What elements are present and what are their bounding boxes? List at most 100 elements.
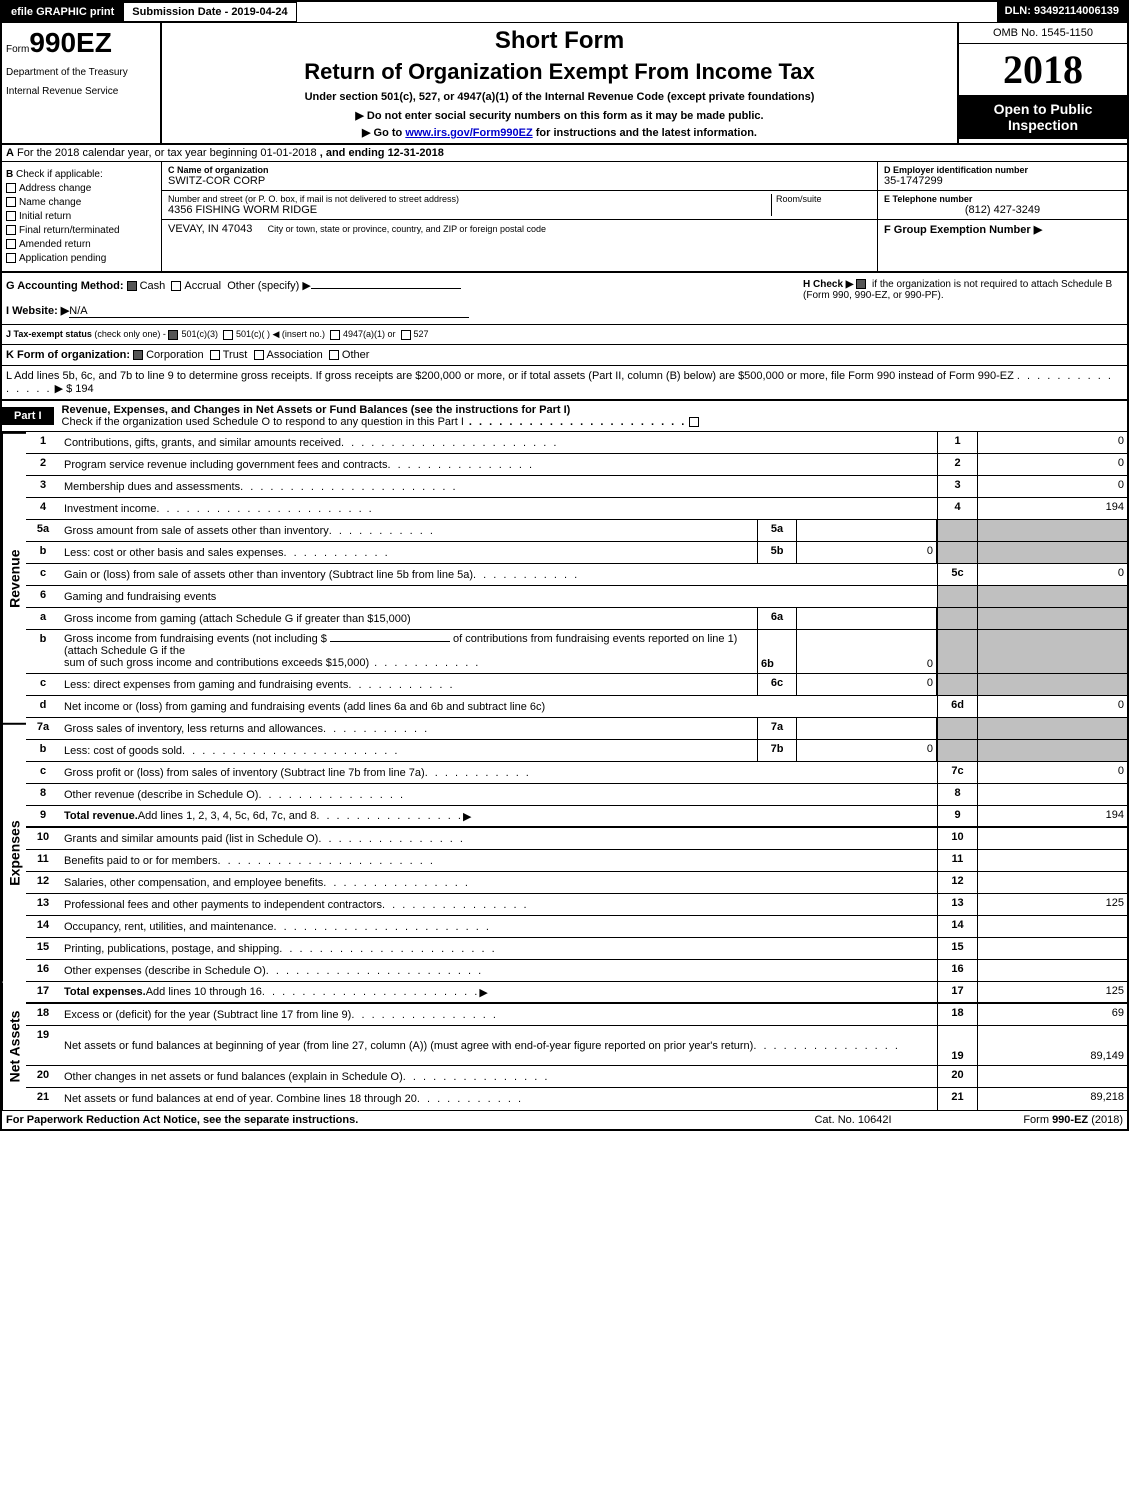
line-11: 11 Benefits paid to or for members 11 — [26, 850, 1127, 872]
line-6d: d Net income or (loss) from gaming and f… — [26, 696, 1127, 718]
footer-right: Form 990-EZ (2018) — [943, 1114, 1123, 1126]
corp-checkbox[interactable] — [133, 350, 143, 360]
application-pending-label: Application pending — [19, 253, 106, 264]
trust-label: Trust — [223, 349, 248, 361]
address-change-label: Address change — [19, 183, 91, 194]
part1-title: Revenue, Expenses, and Changes in Net As… — [54, 401, 1127, 431]
insert-label: ◀ (insert no.) — [273, 329, 325, 339]
form-number: 990EZ — [29, 27, 112, 58]
line-10: 10 Grants and similar amounts paid (list… — [26, 828, 1127, 850]
section-k: K Form of organization: Corporation Trus… — [2, 345, 1127, 366]
accrual-checkbox[interactable] — [171, 281, 181, 291]
501c3-checkbox[interactable] — [168, 330, 178, 340]
line-9: 9 Total revenue. Add lines 1, 2, 3, 4, 5… — [26, 806, 1127, 828]
section-g-label: G Accounting Method: — [6, 280, 124, 292]
corp-label: Corporation — [146, 349, 203, 361]
tax-year: 2018 — [959, 44, 1127, 95]
section-d-label: D Employer identification number — [884, 165, 1028, 175]
section-a: A For the 2018 calendar year, or tax yea… — [2, 145, 1127, 162]
section-b: B Check if applicable: Address change Na… — [2, 162, 162, 271]
website: N/A — [69, 305, 87, 317]
revenue-side-label: Revenue — [2, 432, 26, 723]
part1-header: Part I Revenue, Expenses, and Changes in… — [2, 401, 1127, 432]
dept-label: Department of the Treasury — [6, 67, 156, 78]
footer-center: Cat. No. 10642I — [763, 1114, 943, 1126]
header-row: Form990EZ Department of the Treasury Int… — [2, 23, 1127, 145]
line-6: 6 Gaming and fundraising events — [26, 586, 1127, 608]
initial-return-checkbox[interactable] — [6, 211, 16, 221]
cash-label: Cash — [140, 280, 166, 292]
other-org-checkbox[interactable] — [329, 350, 339, 360]
line-5c: c Gain or (loss) from sale of assets oth… — [26, 564, 1127, 586]
line-17: 17 Total expenses. Add lines 10 through … — [26, 982, 1127, 1004]
line-6a: a Gross income from gaming (attach Sched… — [26, 608, 1127, 630]
submission-date: Submission Date - 2019-04-24 — [123, 2, 296, 22]
line-14: 14 Occupancy, rent, utilities, and maint… — [26, 916, 1127, 938]
part1-check-text: Check if the organization used Schedule … — [62, 416, 464, 428]
line-6c: c Less: direct expenses from gaming and … — [26, 674, 1127, 696]
top-bar: efile GRAPHIC print Submission Date - 20… — [2, 2, 1127, 23]
section-h: H Check ▶ if the organization is not req… — [803, 279, 1123, 318]
section-f-arrow: ▶ — [1034, 224, 1042, 236]
line-12: 12 Salaries, other compensation, and emp… — [26, 872, 1127, 894]
footer: For Paperwork Reduction Act Notice, see … — [2, 1110, 1127, 1129]
final-return-label: Final return/terminated — [19, 225, 120, 236]
do-not-enter: ▶ Do not enter social security numbers o… — [172, 109, 947, 122]
info-grid: B Check if applicable: Address change Na… — [2, 162, 1127, 273]
other-org-label: Other — [342, 349, 370, 361]
section-h-label: H Check ▶ — [803, 279, 853, 290]
527-label: 527 — [414, 329, 429, 339]
info-right: D Employer identification number 35-1747… — [877, 162, 1127, 271]
final-return-checkbox[interactable] — [6, 225, 16, 235]
4947-label: 4947(a)(1) or — [343, 329, 396, 339]
phone: (812) 427-3249 — [884, 204, 1121, 216]
assoc-checkbox[interactable] — [254, 350, 264, 360]
line-16: 16 Other expenses (describe in Schedule … — [26, 960, 1127, 982]
irs-label: Internal Revenue Service — [6, 86, 156, 97]
line-5b: b Less: cost or other basis and sales ex… — [26, 542, 1127, 564]
address-change-checkbox[interactable] — [6, 183, 16, 193]
part1-checkbox[interactable] — [689, 417, 699, 427]
city: VEVAY, IN 47043 — [168, 223, 252, 235]
cash-checkbox[interactable] — [127, 281, 137, 291]
section-f-label: F Group Exemption Number — [884, 224, 1031, 236]
4947-checkbox[interactable] — [330, 330, 340, 340]
section-b-label: Check if applicable: — [16, 169, 103, 180]
section-h-checkbox[interactable] — [856, 279, 866, 289]
amended-return-label: Amended return — [19, 239, 91, 250]
name-change-label: Name change — [19, 197, 81, 208]
501c-checkbox[interactable] — [223, 330, 233, 340]
row-g-i: G Accounting Method: Cash Accrual Other … — [2, 273, 1127, 325]
section-l-arrow: ▶ $ 194 — [55, 383, 94, 395]
go-to-text: ▶ Go to www.irs.gov/Form990EZ for instru… — [172, 126, 947, 139]
section-k-label: K Form of organization: — [6, 349, 130, 361]
org-name: SWITZ-COR CORP — [168, 175, 871, 187]
irs-link[interactable]: www.irs.gov/Form990EZ — [405, 127, 532, 139]
line-2: 2 Program service revenue including gove… — [26, 454, 1127, 476]
application-pending-checkbox[interactable] — [6, 253, 16, 263]
table-body: 1 Contributions, gifts, grants, and simi… — [26, 432, 1127, 1110]
line-8: 8 Other revenue (describe in Schedule O)… — [26, 784, 1127, 806]
501c3-label: 501(c)(3) — [181, 329, 218, 339]
line-4: 4 Investment income 4 194 — [26, 498, 1127, 520]
header-center: Short Form Return of Organization Exempt… — [162, 23, 957, 143]
accrual-label: Accrual — [184, 280, 221, 292]
efile-button[interactable]: efile GRAPHIC print — [2, 2, 123, 22]
527-checkbox[interactable] — [401, 330, 411, 340]
omb-number: OMB No. 1545-1150 — [959, 23, 1127, 44]
form-prefix: Form — [6, 44, 29, 55]
address-label: Number and street (or P. O. box, if mail… — [168, 194, 771, 204]
footer-left: For Paperwork Reduction Act Notice, see … — [6, 1114, 763, 1126]
header-left: Form990EZ Department of the Treasury Int… — [2, 23, 162, 143]
section-a-text: For the 2018 calendar year, or tax year … — [17, 147, 317, 159]
city-label: City or town, state or province, country… — [268, 224, 546, 234]
name-change-checkbox[interactable] — [6, 197, 16, 207]
trust-checkbox[interactable] — [210, 350, 220, 360]
room-suite-label: Room/suite — [771, 194, 871, 216]
amended-return-checkbox[interactable] — [6, 239, 16, 249]
section-c: C Name of organization SWITZ-COR CORP Nu… — [162, 162, 877, 271]
form-container: efile GRAPHIC print Submission Date - 20… — [0, 0, 1129, 1131]
line-3: 3 Membership dues and assessments 3 0 — [26, 476, 1127, 498]
expenses-side-label: Expenses — [2, 723, 26, 982]
section-a-ending: , and ending 12-31-2018 — [320, 147, 444, 159]
